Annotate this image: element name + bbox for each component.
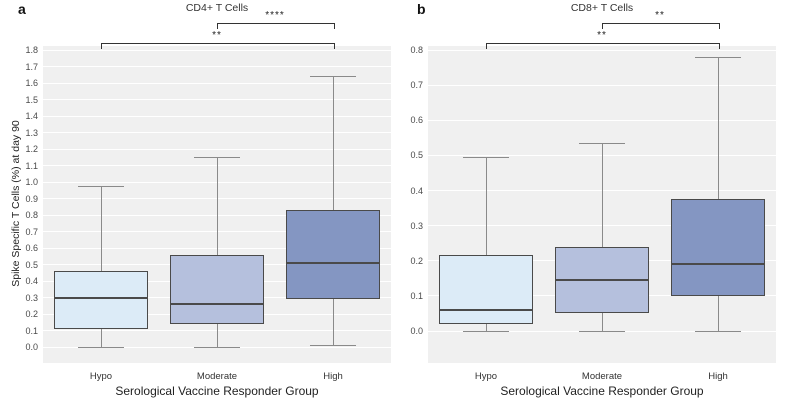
x-tick-label-hypo: Hypo <box>89 371 113 382</box>
box-high <box>286 210 380 300</box>
median-line-hypo <box>54 296 148 299</box>
significance-bracket-hypo-high <box>101 43 335 49</box>
y-tick-label: 0.0 <box>410 326 423 336</box>
gridline <box>43 99 391 100</box>
x-tick-label-high: High <box>708 371 728 382</box>
significance-label: ** <box>655 10 665 21</box>
median-line-high <box>671 263 765 266</box>
whisker-min-cap-high <box>310 344 356 346</box>
gridline <box>43 148 391 150</box>
whisker-min-cap-moderate <box>579 330 625 332</box>
significance-bracket-moderate-high <box>602 23 720 29</box>
whisker-hypo <box>100 186 102 347</box>
gridline <box>428 84 776 86</box>
y-tick-label: 1.2 <box>25 144 38 154</box>
y-tick-label: 0.7 <box>25 226 38 237</box>
x-tick-label-high: High <box>323 371 343 382</box>
y-tick-label: 0.2 <box>410 255 423 266</box>
y-tick-label: 0.7 <box>410 80 423 91</box>
y-tick-label: 0.0 <box>25 342 38 352</box>
whisker-hypo <box>485 157 487 331</box>
whisker-min-cap-hypo <box>78 346 124 348</box>
significance-label: **** <box>265 10 285 21</box>
y-tick-label: 0.6 <box>25 243 38 253</box>
box-moderate <box>170 254 264 324</box>
y-tick-label: 0.5 <box>410 150 423 161</box>
y-tick-label: 0.3 <box>25 292 38 303</box>
whisker-max-cap-moderate <box>579 142 625 144</box>
gridline <box>428 49 776 51</box>
y-tick-label: 0.4 <box>25 276 38 286</box>
gridline <box>43 82 391 84</box>
y-tick-label: 1.7 <box>25 61 38 72</box>
whisker-max-cap-hypo <box>78 186 124 188</box>
significance-bracket-hypo-high <box>486 43 720 49</box>
y-tick-label: 0.3 <box>410 220 423 231</box>
whisker-max-cap-moderate <box>194 156 240 158</box>
y-tick-label: 1.5 <box>25 94 38 105</box>
x-axis-title-left: Serological Vaccine Responder Group <box>115 384 319 398</box>
median-line-hypo <box>439 308 533 311</box>
y-tick-label: 1.6 <box>25 78 38 88</box>
whisker-min-cap-moderate <box>194 346 240 348</box>
y-tick-label: 1.3 <box>25 127 38 138</box>
x-axis-title-right: Serological Vaccine Responder Group <box>500 384 704 398</box>
panel-cd4: a CD4+ T Cells Spike Specific T Cells (%… <box>0 0 391 402</box>
panel-label-b: b <box>417 1 426 17</box>
significance-label: ** <box>212 30 222 41</box>
median-line-moderate <box>555 279 649 282</box>
panel-title-cd8: CD8+ T Cells <box>570 2 634 14</box>
x-tick-label-moderate: Moderate <box>581 371 623 382</box>
gridline <box>43 66 391 67</box>
whisker-min-cap-hypo <box>463 330 509 332</box>
median-line-moderate <box>170 303 264 306</box>
median-line-high <box>286 261 380 264</box>
y-tick-label: 0.8 <box>410 45 423 55</box>
y-tick-label: 1.0 <box>25 177 38 187</box>
panel-title-cd4: CD4+ T Cells <box>185 2 249 14</box>
y-tick-label: 1.1 <box>25 160 38 171</box>
y-tick-label: 0.2 <box>25 309 38 319</box>
box-hypo <box>439 255 533 324</box>
y-tick-label: 1.8 <box>25 45 38 55</box>
panel-label-a: a <box>18 1 26 17</box>
y-axis-ticks-cd4: 0.0 0.1 0.2 0.3 0.4 0.5 0.6 0.7 0.8 0.9 1.0 1.1 1.2 1… <box>0 0 38 402</box>
gridline <box>428 119 776 121</box>
significance-label: ** <box>597 30 607 41</box>
box-high <box>671 199 765 296</box>
whisker-high <box>717 57 719 331</box>
whisker-min-cap-high <box>695 330 741 332</box>
y-tick-label: 0.1 <box>410 290 423 301</box>
y-tick-label: 0.6 <box>410 115 423 126</box>
plot-area-cd4 <box>43 46 391 363</box>
y-tick-label: 0.4 <box>410 185 423 196</box>
y-tick-label: 0.8 <box>25 210 38 220</box>
significance-bracket-moderate-high <box>217 23 335 29</box>
whisker-moderate <box>216 157 218 347</box>
y-tick-label: 0.5 <box>25 259 38 270</box>
x-tick-label-moderate: Moderate <box>196 371 238 382</box>
whisker-max-cap-high <box>310 75 356 77</box>
y-tick-label: 0.1 <box>25 325 38 336</box>
gridline <box>43 115 391 117</box>
whisker-moderate <box>601 143 603 331</box>
box-hypo <box>54 271 148 329</box>
y-axis-ticks-cd8: 0.0 0.1 0.2 0.3 0.4 0.5 0.6 0.7 0.8 <box>399 0 423 402</box>
plot-area-cd8 <box>428 46 776 363</box>
x-tick-label-hypo: Hypo <box>474 371 498 382</box>
y-tick-label: 0.9 <box>25 193 38 204</box>
gridline <box>43 49 391 51</box>
whisker-max-cap-high <box>695 56 741 58</box>
gridline <box>43 132 391 133</box>
whisker-max-cap-hypo <box>463 156 509 158</box>
panel-cd8: b CD8+ T Cells 0.0 0.1 0.2 0.3 0.4 0.5 0.6 0.7 0… <box>399 0 798 402</box>
y-tick-label: 1.4 <box>25 111 38 121</box>
